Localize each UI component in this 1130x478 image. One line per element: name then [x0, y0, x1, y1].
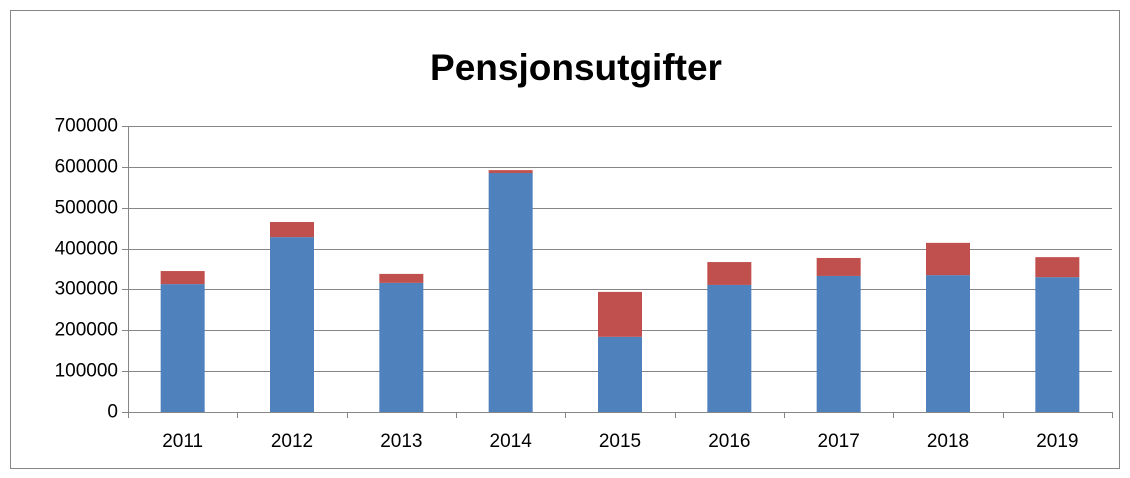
bar-segment [926, 242, 970, 276]
x-tick-label: 2011 [162, 431, 203, 452]
x-tick-label: 2018 [927, 431, 969, 452]
y-tick-label: 400000 [55, 239, 118, 260]
bar-segment [488, 170, 533, 173]
y-tick-label: 300000 [55, 279, 118, 300]
x-tick-label: 2015 [599, 431, 641, 452]
bar-segment [1035, 257, 1080, 278]
bar-segment [1035, 277, 1080, 412]
bar-segment [270, 237, 314, 412]
bar-segment [816, 257, 861, 276]
x-tick-label: 2014 [490, 431, 533, 452]
x-tick-label: 2019 [1036, 431, 1078, 452]
bar-segment [160, 284, 205, 412]
bar-segment [379, 282, 424, 412]
y-tick-label: 700000 [55, 116, 118, 137]
x-tick-label: 2013 [380, 431, 422, 452]
y-tick-label: 600000 [55, 157, 118, 178]
bar-segment [598, 336, 642, 412]
x-tick-label: 2017 [818, 431, 860, 452]
bar-segment [160, 271, 205, 285]
bar-segment [816, 275, 861, 412]
bar-segment [270, 222, 314, 238]
bar-segment [488, 172, 533, 412]
chart-title: Pensjonsutgifter [430, 47, 722, 88]
bar-segment [598, 291, 642, 337]
bar-segment [379, 273, 424, 283]
bar-segment [707, 284, 752, 412]
x-tick-label: 2012 [271, 431, 313, 452]
y-tick-label: 200000 [55, 320, 118, 341]
bar-segment [926, 275, 970, 412]
y-tick-label: 0 [107, 402, 118, 423]
y-tick-label: 100000 [55, 361, 118, 382]
x-tick-label: 2016 [708, 431, 750, 452]
y-tick-label: 500000 [55, 198, 118, 219]
bar-segment [707, 262, 752, 285]
